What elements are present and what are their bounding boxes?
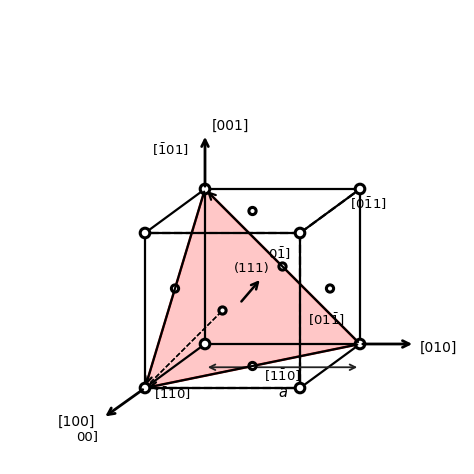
- Circle shape: [140, 383, 150, 393]
- Text: [$\bar{1}$10]: [$\bar{1}$10]: [154, 385, 190, 402]
- Text: [$\bar{1}$01]: [$\bar{1}$01]: [152, 142, 189, 158]
- Circle shape: [140, 228, 150, 238]
- Circle shape: [295, 228, 305, 238]
- Circle shape: [279, 263, 286, 270]
- Text: (111): (111): [234, 262, 269, 275]
- Text: a: a: [278, 385, 287, 400]
- Circle shape: [200, 184, 210, 194]
- Circle shape: [249, 208, 256, 215]
- Text: [01$\bar{1}$]: [01$\bar{1}$]: [309, 311, 345, 328]
- Text: [001]: [001]: [212, 119, 249, 133]
- Text: 00]: 00]: [76, 430, 98, 443]
- Text: [100]: [100]: [58, 415, 95, 429]
- Circle shape: [172, 285, 179, 292]
- Text: [0$\bar{1}$1]: [0$\bar{1}$1]: [350, 195, 387, 212]
- Circle shape: [355, 339, 365, 349]
- Circle shape: [200, 339, 210, 349]
- Circle shape: [295, 383, 305, 393]
- Circle shape: [327, 285, 334, 292]
- Text: [010]: [010]: [420, 341, 457, 355]
- Polygon shape: [145, 189, 360, 388]
- Text: 0$\bar{1}$]: 0$\bar{1}$]: [268, 245, 292, 262]
- Circle shape: [219, 307, 226, 314]
- Text: [1$\bar{1}$0]: [1$\bar{1}$0]: [264, 368, 301, 384]
- Circle shape: [249, 363, 256, 370]
- Circle shape: [355, 184, 365, 194]
